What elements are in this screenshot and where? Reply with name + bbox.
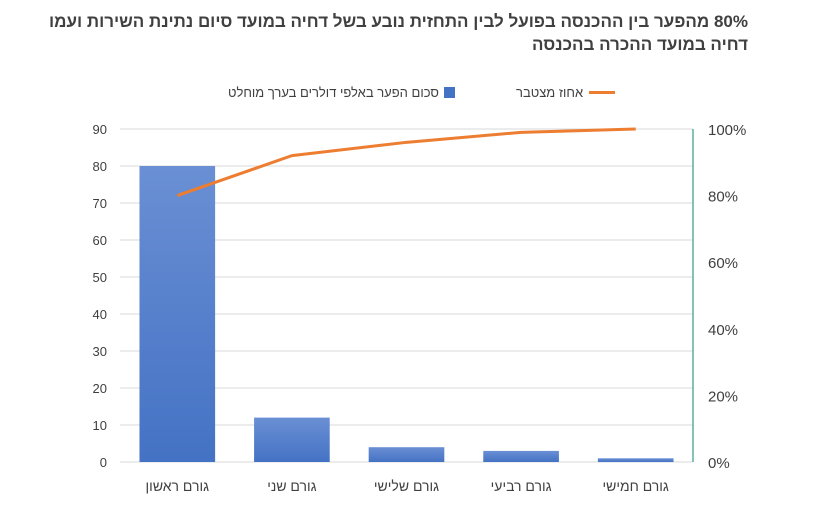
y-tick-label: 80 (93, 159, 107, 174)
legend-swatch-bars (443, 87, 455, 98)
line-series (176, 127, 636, 198)
y-tick-label: 30 (93, 344, 107, 359)
y-tick-label: 20 (93, 381, 107, 396)
y2-tick-label: 0% (708, 455, 730, 472)
cumulative-line (176, 127, 636, 198)
y-tick-label: 50 (93, 270, 107, 285)
legend-label-bars: סכום הפער באלפי דולרים בערך מוחלט (228, 85, 439, 100)
bar-series (139, 166, 674, 462)
bar (483, 450, 559, 462)
bar (597, 458, 674, 462)
x-category-label: גורם שני (267, 478, 316, 494)
x-axis: גורם ראשון גורם שני גורם שלישי גורם רביעי גו… (146, 478, 669, 494)
y2-tick-label: 80% (708, 189, 738, 206)
y-tick-label: 40 (93, 307, 107, 322)
y-tick-label: 0 (100, 455, 107, 470)
x-category-label: גורם ראשון (146, 478, 210, 494)
legend-label-line: אחוז מצטבר (516, 85, 584, 100)
y2-tick-label: 100% (708, 122, 746, 139)
y-tick-label: 10 (93, 418, 107, 433)
y-tick-label: 60 (93, 233, 107, 248)
bar (368, 447, 445, 462)
x-category-label: גורם רביעי (491, 478, 552, 494)
x-category-label: גורם שלישי (374, 478, 439, 494)
y2-tick-label: 60% (708, 255, 738, 272)
x-category-label: גורם חמישי (603, 478, 669, 494)
y-axis-right: 0% 20% 40% 60% 80% 100% (692, 122, 746, 472)
gridlines (120, 128, 693, 463)
y-tick-label: 90 (93, 122, 107, 137)
legend-item-line: אחוז מצטבר (516, 85, 616, 100)
bar (139, 166, 216, 462)
y2-tick-label: 40% (708, 322, 738, 339)
chart-title: 80% מהפער בין ההכנסה בפועל לבין התחזית נ… (49, 12, 748, 54)
y-axis-left: 0 10 20 30 40 50 60 70 80 90 (93, 122, 107, 470)
y2-tick-label: 20% (708, 388, 738, 405)
y-tick-label: 70 (93, 196, 107, 211)
legend-swatch-line (589, 91, 616, 94)
legend-item-bars: סכום הפער באלפי דולרים בערך מוחלט (228, 85, 455, 100)
legend: סכום הפער באלפי דולרים בערך מוחלט אחוז מ… (0, 85, 840, 105)
bar (254, 417, 330, 462)
